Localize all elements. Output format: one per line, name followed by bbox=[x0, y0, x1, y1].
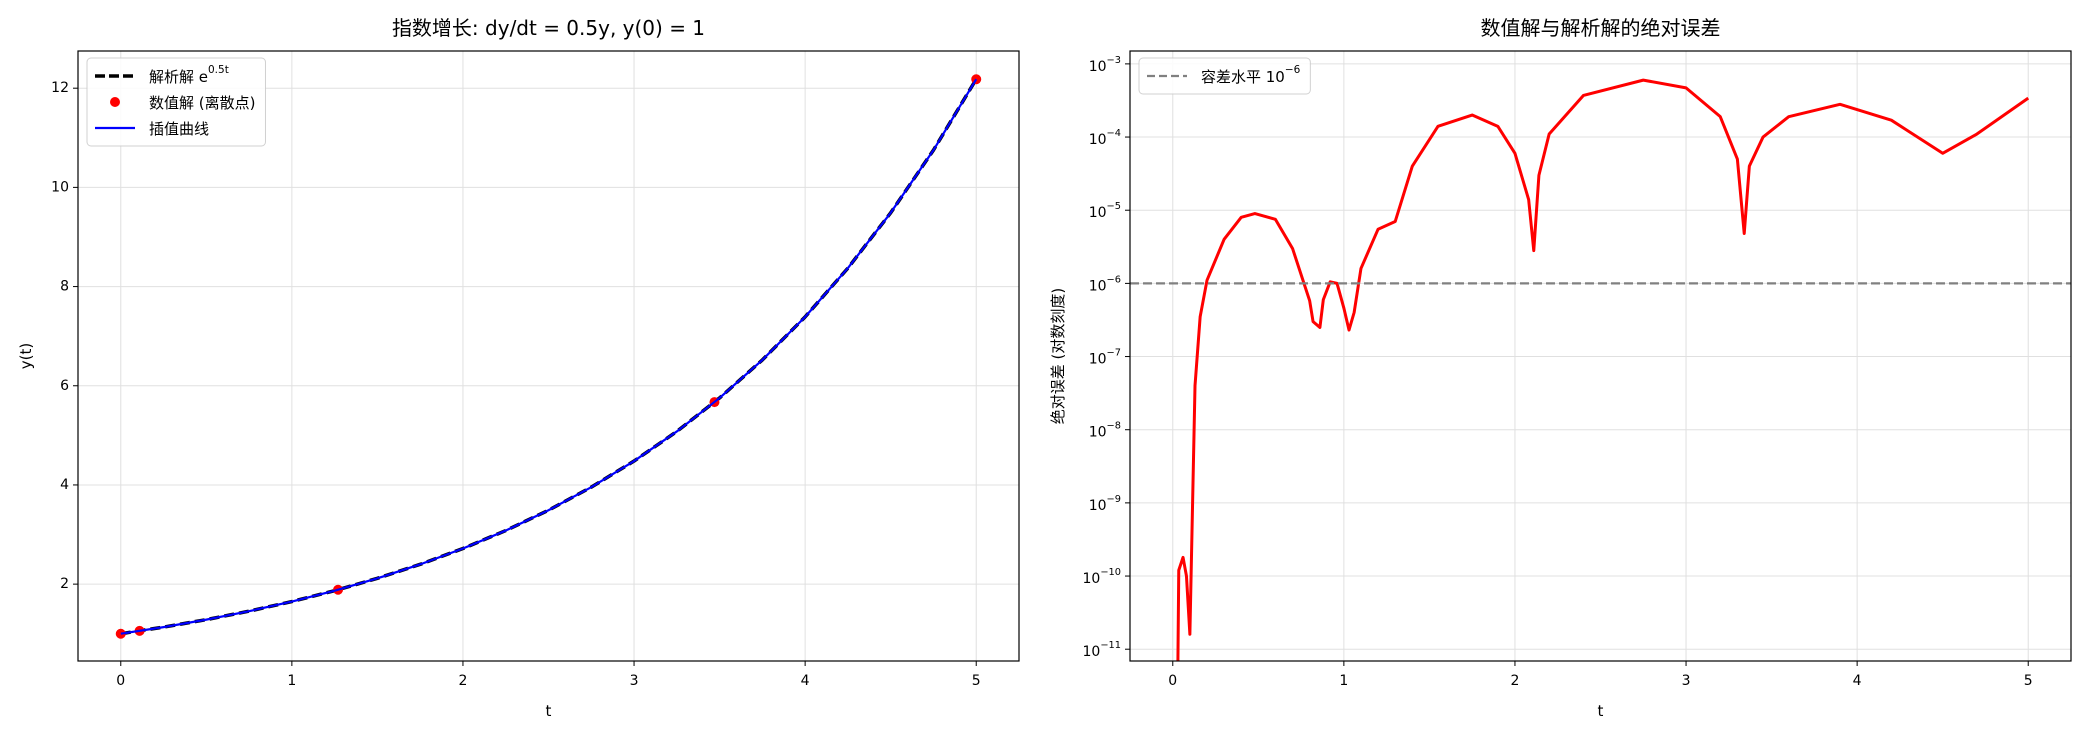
y-tick-label: 8 bbox=[60, 279, 69, 295]
plot-area bbox=[115, 74, 982, 639]
legend-label: 插值曲线 bbox=[149, 120, 209, 138]
x-tick-label: 4 bbox=[1853, 673, 1862, 689]
x-axis-label: t bbox=[1598, 702, 1604, 720]
y-tick-label: 10−6 bbox=[1089, 274, 1121, 294]
legend-marker bbox=[110, 97, 120, 107]
data-line bbox=[1176, 78, 2030, 661]
x-tick-label: 4 bbox=[801, 673, 810, 689]
legend-label: 解析解 e0.5t bbox=[149, 64, 229, 86]
x-tick-label: 1 bbox=[1339, 673, 1348, 689]
legend-label: 数值解 (离散点) bbox=[149, 94, 255, 112]
chart-title: 指数增长: dy/dt = 0.5y, y(0) = 1 bbox=[392, 16, 705, 40]
x-tick-label: 1 bbox=[287, 673, 296, 689]
x-tick-label: 0 bbox=[116, 673, 125, 689]
legend-box bbox=[1138, 57, 1311, 95]
y-tick-label: 6 bbox=[60, 378, 69, 394]
plot-area bbox=[1130, 78, 2071, 661]
x-tick-label: 0 bbox=[1168, 673, 1177, 689]
legend-box bbox=[86, 57, 266, 147]
y-tick-label: 2 bbox=[60, 576, 69, 592]
x-tick-label: 3 bbox=[1682, 673, 1691, 689]
legend-label: 容差水平 10−6 bbox=[1201, 64, 1301, 86]
y-tick-label: 10−5 bbox=[1089, 201, 1121, 221]
y-tick-label: 10−7 bbox=[1089, 348, 1121, 368]
y-tick-label: 4 bbox=[60, 477, 69, 493]
y-axis-label: 绝对误差 (对数刻度) bbox=[1049, 288, 1067, 424]
x-tick-label: 5 bbox=[2024, 673, 2033, 689]
data-line bbox=[120, 78, 978, 636]
x-tick-label: 2 bbox=[1510, 673, 1519, 689]
x-axis-label: t bbox=[546, 702, 552, 720]
y-tick-label: 10−3 bbox=[1089, 55, 1121, 75]
y-tick-label: 10−9 bbox=[1089, 494, 1121, 514]
subplot: 0 1 2 3 4 5 10−11 10−10 10−9 10−8 10−7 10−6 10−5 10−4… bbox=[1049, 16, 2072, 720]
axes-frame bbox=[1129, 50, 2072, 662]
y-tick-label: 10 bbox=[51, 179, 69, 195]
y-tick-label: 12 bbox=[51, 80, 69, 96]
data-line bbox=[120, 78, 978, 635]
legend: 解析解 e0.5t 数值解 (离散点) 插值曲线 bbox=[86, 57, 266, 147]
y-tick-label: 10−8 bbox=[1089, 421, 1121, 441]
y-tick-label: 10−10 bbox=[1082, 567, 1121, 587]
y-axis-label: y(t) bbox=[17, 343, 35, 369]
axes-frame bbox=[77, 50, 1020, 662]
x-tick-label: 5 bbox=[972, 673, 981, 689]
y-tick-label: 10−4 bbox=[1089, 128, 1121, 148]
legend: 容差水平 10−6 bbox=[1138, 57, 1311, 95]
y-tick-label: 10−11 bbox=[1082, 640, 1121, 660]
chart-title: 数值解与解析解的绝对误差 bbox=[1481, 16, 1721, 40]
x-tick-label: 3 bbox=[630, 673, 639, 689]
x-tick-label: 2 bbox=[458, 673, 467, 689]
